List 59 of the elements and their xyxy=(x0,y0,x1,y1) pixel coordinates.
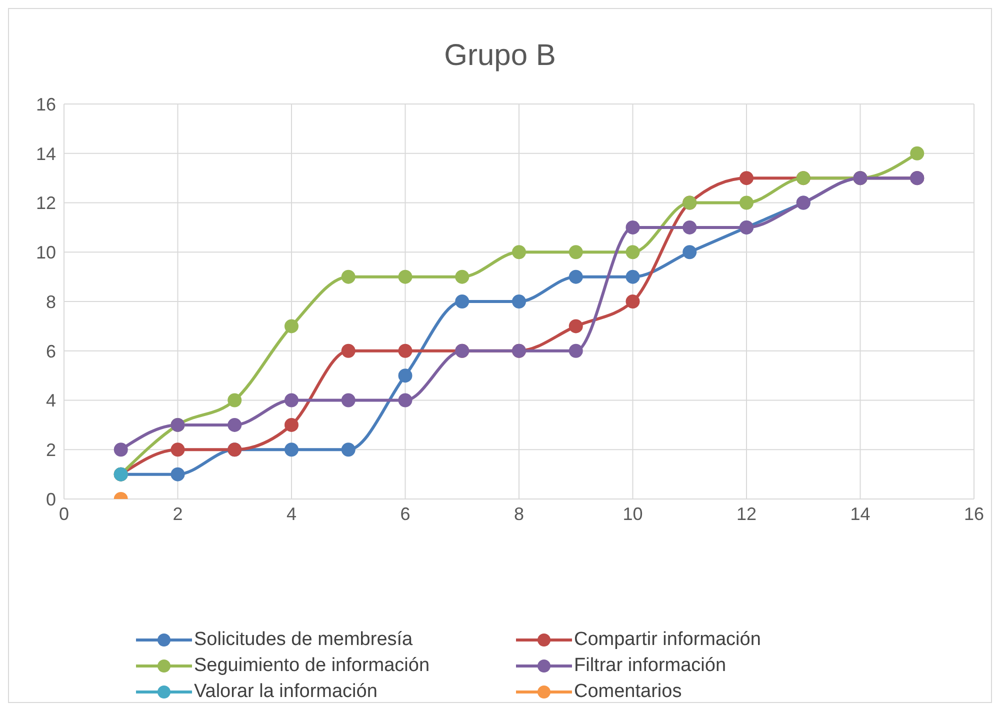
y-tick-label: 2 xyxy=(46,440,56,460)
point xyxy=(626,220,640,234)
point xyxy=(455,270,470,284)
point xyxy=(626,270,640,284)
point xyxy=(228,418,242,432)
legend-label: Comentarios xyxy=(574,681,682,703)
y-tick-label: 12 xyxy=(36,193,56,214)
point xyxy=(398,393,412,408)
point xyxy=(682,245,697,260)
x-tick-label: 16 xyxy=(964,504,984,524)
x-tick-label: 10 xyxy=(622,504,643,524)
y-tick-label: 10 xyxy=(36,242,56,263)
y-tick-label: 6 xyxy=(46,341,56,362)
legend-label: Solicitudes de membresía xyxy=(194,629,413,651)
point xyxy=(341,344,356,358)
y-tick-label: 8 xyxy=(46,292,56,312)
point xyxy=(114,442,128,457)
point xyxy=(284,319,298,334)
point xyxy=(682,220,697,234)
x-tick-label: 4 xyxy=(286,504,297,524)
point xyxy=(228,393,242,408)
point xyxy=(626,245,640,260)
point xyxy=(568,344,583,358)
point xyxy=(341,270,356,284)
y-tick-label: 14 xyxy=(36,144,56,164)
x-tick-label: 8 xyxy=(514,504,524,524)
x-tick-label: 12 xyxy=(736,504,757,524)
point xyxy=(740,196,754,210)
point xyxy=(284,442,298,457)
point xyxy=(398,270,412,284)
legend-label: Seguimiento de información xyxy=(194,655,430,677)
point xyxy=(740,171,754,186)
point xyxy=(170,442,185,457)
legend-label: Compartir información xyxy=(574,629,761,651)
point xyxy=(512,294,526,308)
chart-title: Grupo B xyxy=(443,39,557,74)
x-tick-label: 0 xyxy=(58,504,70,524)
point xyxy=(341,393,356,408)
point xyxy=(626,294,640,308)
point xyxy=(341,442,356,457)
point xyxy=(568,245,583,260)
x-tick-label: 2 xyxy=(172,504,183,524)
point xyxy=(910,146,924,160)
point xyxy=(568,270,583,284)
point xyxy=(170,467,185,482)
y-tick-label: 4 xyxy=(46,390,56,411)
legend-label: Filtrar información xyxy=(574,655,726,677)
legend-label: Valorar la información xyxy=(194,681,378,703)
y-tick-label: 0 xyxy=(46,489,56,510)
point xyxy=(455,294,470,308)
point xyxy=(284,418,298,432)
point xyxy=(398,344,412,358)
point xyxy=(398,368,412,383)
x-tick-label: 14 xyxy=(850,504,870,524)
y-tick-label: 16 xyxy=(36,94,56,114)
point xyxy=(512,245,526,260)
point xyxy=(284,393,298,408)
x-tick-label: 6 xyxy=(400,504,410,524)
point xyxy=(568,319,583,334)
